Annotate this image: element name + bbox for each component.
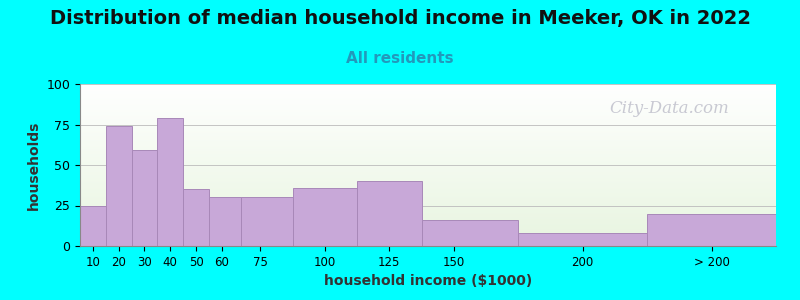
Text: Distribution of median household income in Meeker, OK in 2022: Distribution of median household income …: [50, 9, 750, 28]
Bar: [357, 181, 422, 246]
Bar: [131, 150, 158, 246]
Bar: [518, 233, 647, 246]
Text: All residents: All residents: [346, 51, 454, 66]
Text: City-Data.com: City-Data.com: [609, 100, 729, 117]
Bar: [80, 206, 106, 246]
Bar: [647, 214, 776, 246]
X-axis label: household income ($1000): household income ($1000): [324, 274, 532, 288]
Bar: [422, 220, 518, 246]
Bar: [209, 197, 241, 246]
Bar: [293, 188, 357, 246]
Bar: [106, 126, 131, 246]
Y-axis label: households: households: [27, 120, 41, 210]
Bar: [241, 197, 293, 246]
Bar: [158, 118, 183, 246]
Bar: [183, 189, 209, 246]
